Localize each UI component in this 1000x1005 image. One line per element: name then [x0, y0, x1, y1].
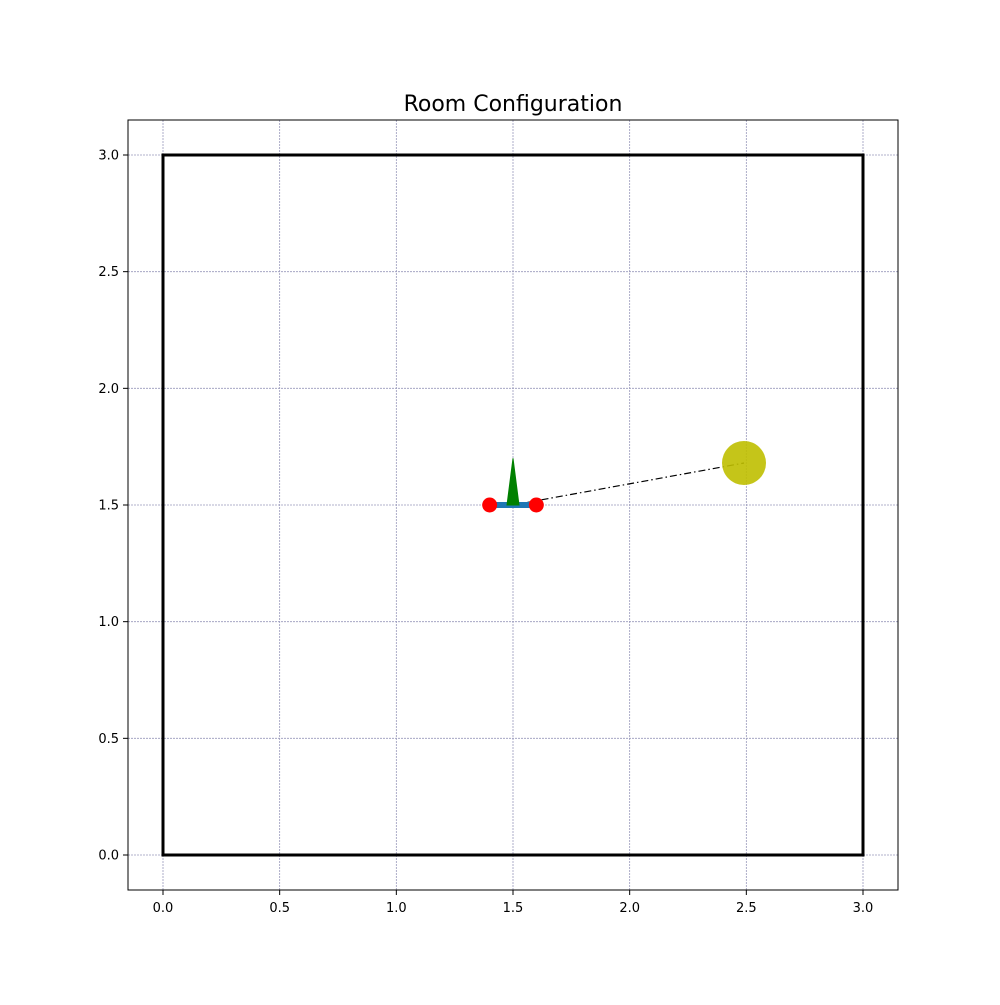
x-tick-label: 2.0: [619, 901, 640, 916]
room-walls: [161, 153, 865, 857]
y-tick-label: 1.5: [98, 499, 119, 514]
robot-heading-arrow: [506, 458, 520, 506]
y-tick-label: 2.0: [98, 382, 119, 397]
y-tick-label: 0.5: [98, 732, 119, 747]
x-tick-label: 3.0: [853, 901, 874, 916]
y-axis-ticks: 0.0 0.5 1.0 1.5 2.0 2.5 3.0: [98, 149, 128, 864]
y-tick-label: 2.5: [98, 265, 119, 280]
chart-title: Room Configuration: [404, 92, 623, 117]
x-tick-label: 2.5: [736, 901, 757, 916]
y-tick-label: 1.0: [98, 615, 119, 630]
x-tick-label: 0.0: [153, 901, 174, 916]
link-line: [512, 462, 745, 506]
x-tick-label: 0.5: [269, 901, 290, 916]
robot: [482, 458, 544, 513]
link-line-group: [512, 462, 745, 506]
x-axis-ticks: 0.0 0.5 1.0 1.5 2.0 2.5 3.0: [153, 890, 874, 916]
x-tick-label: 1.5: [503, 901, 524, 916]
x-tick-label: 1.0: [386, 901, 407, 916]
robot-wheel-left: [482, 497, 498, 513]
robot-wheel-right: [528, 497, 544, 513]
target-group: [722, 441, 766, 485]
y-tick-label: 0.0: [98, 849, 119, 864]
y-tick-label: 3.0: [98, 149, 119, 164]
room-wall-outline: [161, 153, 865, 857]
target-marker: [722, 441, 766, 485]
